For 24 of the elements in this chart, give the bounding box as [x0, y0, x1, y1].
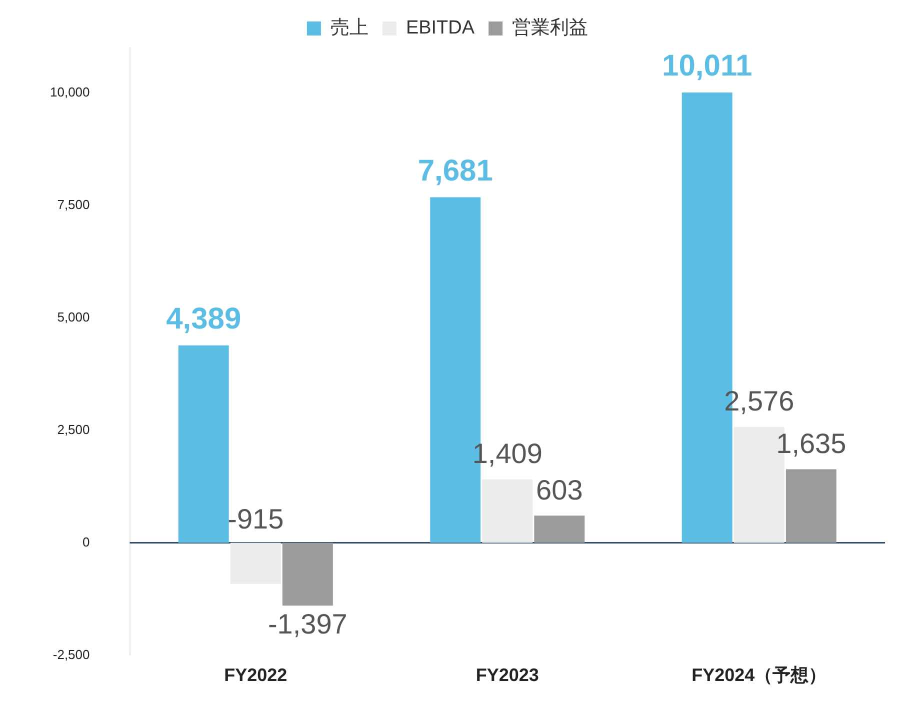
- data-label: 1,635: [776, 428, 846, 459]
- data-label: 4,389: [166, 302, 242, 336]
- y-tick-label: 2,500: [57, 422, 90, 437]
- x-tick-label: FY2023: [476, 664, 539, 685]
- x-tick-label: FY2024（予想）: [692, 664, 827, 685]
- legend-label: EBITDA: [406, 18, 475, 39]
- legend-label: 営業利益: [512, 18, 588, 39]
- data-label: 7,681: [418, 154, 493, 188]
- data-label: -1,397: [268, 608, 348, 640]
- y-tick-label: 10,000: [50, 84, 90, 100]
- y-tick-label: 7,500: [57, 197, 90, 212]
- x-tick-label: FY2022: [224, 664, 288, 685]
- y-tick-label: 0: [82, 534, 90, 550]
- legend-label: 売上: [330, 18, 368, 39]
- y-tick-label: 5,000: [57, 309, 90, 324]
- y-tick-label: -2,500: [52, 646, 90, 662]
- bar: [482, 479, 533, 543]
- bar: [178, 345, 229, 543]
- data-label: 10,011: [662, 50, 752, 83]
- bar: [534, 516, 585, 543]
- data-label: 603: [536, 474, 583, 506]
- bar: [230, 542, 281, 584]
- bar: [786, 469, 836, 543]
- bar: [282, 542, 333, 606]
